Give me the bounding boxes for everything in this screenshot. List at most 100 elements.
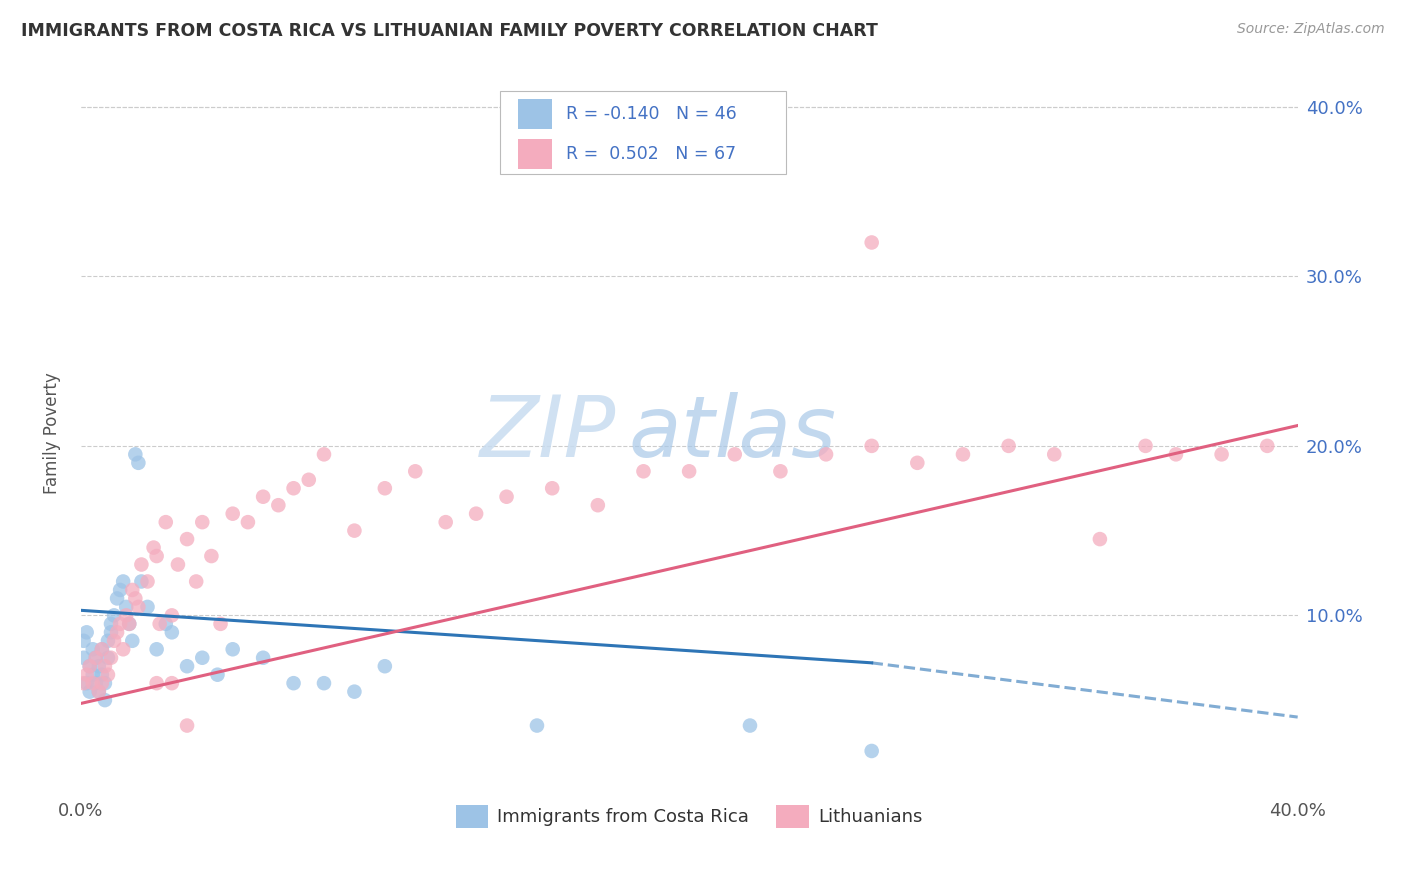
Point bbox=[84, 650, 107, 665]
Point bbox=[115, 599, 138, 614]
Point bbox=[94, 676, 117, 690]
Point bbox=[495, 490, 517, 504]
Point bbox=[79, 659, 101, 673]
Point bbox=[526, 718, 548, 732]
Point bbox=[155, 616, 177, 631]
Point bbox=[118, 616, 141, 631]
Point bbox=[283, 481, 305, 495]
Point bbox=[267, 498, 290, 512]
Point bbox=[167, 558, 190, 572]
Point bbox=[131, 558, 153, 572]
Point bbox=[131, 574, 153, 589]
Point bbox=[82, 642, 104, 657]
Point bbox=[312, 447, 335, 461]
Point bbox=[404, 464, 426, 478]
Point bbox=[112, 642, 135, 657]
Point bbox=[155, 515, 177, 529]
Text: atlas: atlas bbox=[628, 392, 837, 475]
Point bbox=[76, 667, 98, 681]
Point bbox=[103, 633, 125, 648]
Point bbox=[124, 447, 146, 461]
Point bbox=[94, 693, 117, 707]
Point bbox=[105, 625, 128, 640]
Point bbox=[100, 650, 122, 665]
Point bbox=[1088, 532, 1111, 546]
Point bbox=[200, 549, 222, 563]
Text: Source: ZipAtlas.com: Source: ZipAtlas.com bbox=[1237, 22, 1385, 37]
Point bbox=[145, 642, 167, 657]
Point bbox=[222, 642, 245, 657]
Point bbox=[905, 456, 928, 470]
FancyBboxPatch shape bbox=[517, 138, 551, 169]
Point bbox=[312, 676, 335, 690]
Point bbox=[90, 642, 112, 657]
FancyBboxPatch shape bbox=[501, 91, 786, 174]
Point bbox=[191, 650, 214, 665]
Point bbox=[222, 507, 245, 521]
Point bbox=[176, 718, 198, 732]
Point bbox=[94, 659, 117, 673]
Point bbox=[90, 676, 112, 690]
Point bbox=[124, 591, 146, 606]
Point bbox=[118, 616, 141, 631]
Point bbox=[90, 667, 112, 681]
Point bbox=[108, 582, 131, 597]
Point bbox=[105, 591, 128, 606]
Point bbox=[149, 616, 172, 631]
Point bbox=[87, 684, 110, 698]
Point bbox=[100, 616, 122, 631]
Text: ZIP: ZIP bbox=[479, 392, 616, 475]
Point bbox=[586, 498, 609, 512]
Point bbox=[97, 650, 120, 665]
Point bbox=[191, 515, 214, 529]
Point bbox=[82, 667, 104, 681]
Point bbox=[952, 447, 974, 461]
Point bbox=[82, 676, 104, 690]
Point bbox=[108, 616, 131, 631]
Point bbox=[121, 633, 143, 648]
Point bbox=[136, 599, 159, 614]
Point bbox=[207, 667, 229, 681]
Point bbox=[252, 650, 274, 665]
Point bbox=[1211, 447, 1233, 461]
Point bbox=[142, 541, 165, 555]
Point bbox=[115, 608, 138, 623]
Point bbox=[252, 490, 274, 504]
Y-axis label: Family Poverty: Family Poverty bbox=[44, 372, 60, 494]
Point bbox=[860, 235, 883, 250]
FancyBboxPatch shape bbox=[517, 99, 551, 129]
Point bbox=[176, 659, 198, 673]
Point bbox=[160, 676, 183, 690]
Point bbox=[633, 464, 655, 478]
Point bbox=[112, 574, 135, 589]
Point bbox=[374, 481, 396, 495]
Point bbox=[997, 439, 1019, 453]
Point bbox=[860, 744, 883, 758]
Point bbox=[76, 676, 98, 690]
Point bbox=[121, 582, 143, 597]
Point bbox=[343, 684, 366, 698]
Point bbox=[79, 684, 101, 698]
Point bbox=[79, 659, 101, 673]
Point bbox=[160, 625, 183, 640]
Point bbox=[343, 524, 366, 538]
Point bbox=[541, 481, 564, 495]
Point bbox=[145, 549, 167, 563]
Point bbox=[374, 659, 396, 673]
Point bbox=[465, 507, 488, 521]
Point bbox=[769, 464, 792, 478]
Point bbox=[87, 684, 110, 698]
Point bbox=[236, 515, 259, 529]
Point bbox=[1256, 439, 1278, 453]
Point bbox=[1164, 447, 1187, 461]
Point bbox=[1043, 447, 1066, 461]
Point bbox=[136, 574, 159, 589]
Point bbox=[97, 667, 120, 681]
Point bbox=[84, 650, 107, 665]
Point bbox=[434, 515, 457, 529]
Point bbox=[127, 599, 149, 614]
Point bbox=[72, 633, 94, 648]
Point bbox=[87, 659, 110, 673]
Point bbox=[1135, 439, 1157, 453]
Point bbox=[160, 608, 183, 623]
